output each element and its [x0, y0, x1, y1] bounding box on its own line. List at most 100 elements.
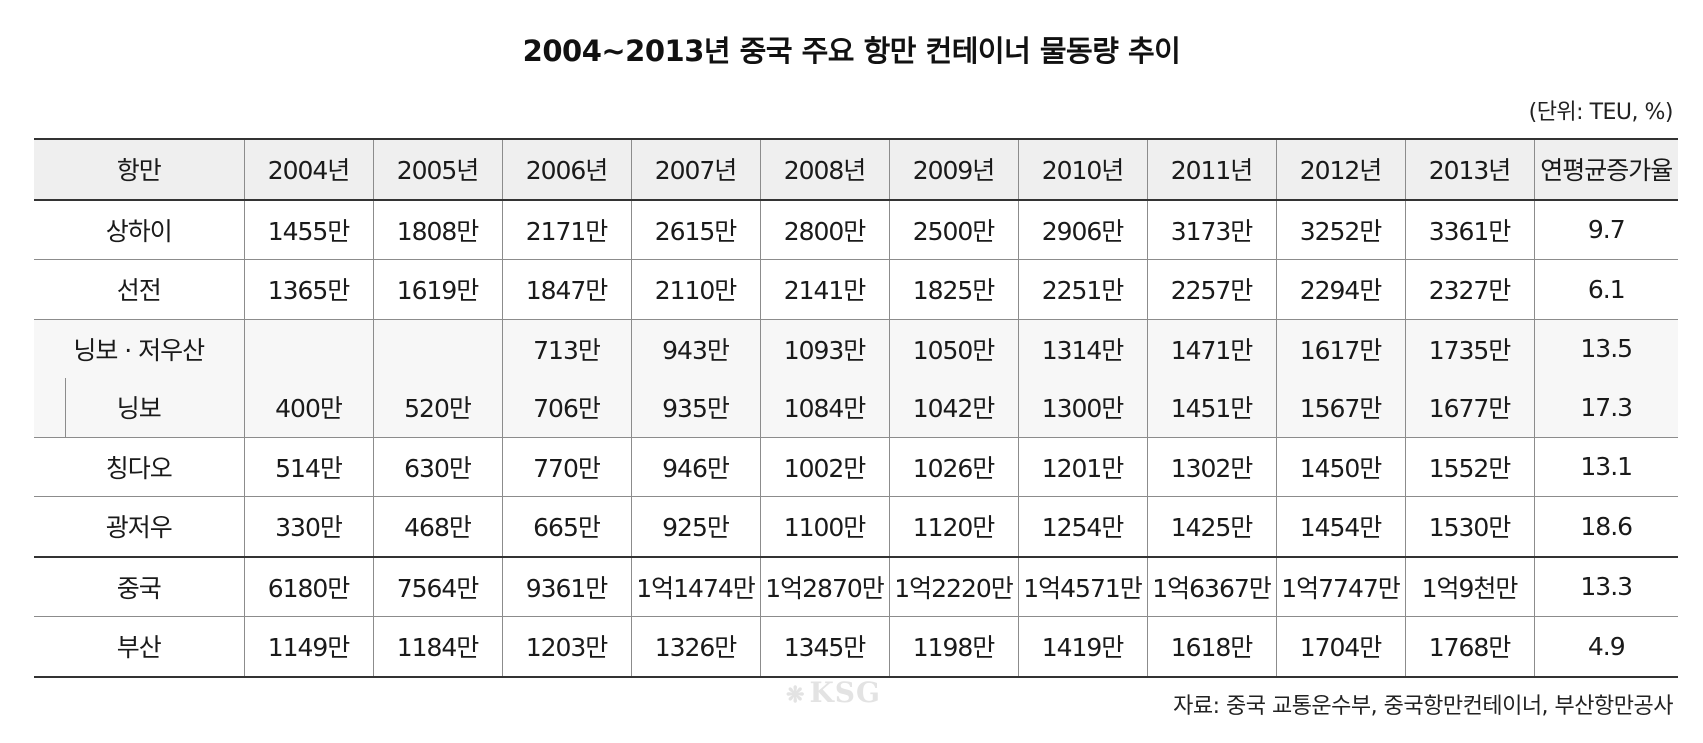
- volume-cell: 713만: [501, 319, 631, 378]
- volume-cell: 1억7747만: [1275, 555, 1405, 617]
- header-growth-rate: 연평균증가율: [1533, 138, 1678, 201]
- volume-cell: 1847만: [501, 259, 631, 320]
- volume-cell: 1619만: [372, 259, 502, 320]
- port-name-cell: 닝보 · 저우산: [34, 319, 244, 378]
- volume-cell: 520만: [372, 378, 502, 438]
- volume-cell: 2257만: [1146, 259, 1276, 320]
- volume-cell: 3361만: [1404, 199, 1534, 260]
- table-row: 부산 1149만 1184만 1203만 1326만 1345만 1198만 1419만 161…: [34, 616, 1678, 678]
- header-2013: 2013년: [1404, 138, 1534, 201]
- table-row: 상하이 1455만 1808만 2171만 2615만 2800만 2500만 2906만 31…: [34, 199, 1678, 260]
- header-2010: 2010년: [1017, 138, 1147, 201]
- volume-cell: 2615만: [630, 199, 760, 260]
- watermark-text: KSG: [809, 676, 881, 709]
- volume-cell: 514만: [243, 437, 373, 497]
- volume-cell: 2327만: [1404, 259, 1534, 320]
- volume-cell: 1314만: [1017, 319, 1147, 378]
- table-row: 선전 1365만 1619만 1847만 2110만 2141만 1825만 2251만 225…: [34, 259, 1678, 320]
- volume-cell: 330만: [243, 496, 373, 557]
- port-throughput-table: 항만 2004년 2005년 2006년 2007년 2008년 2009년 2…: [34, 138, 1678, 678]
- growth-rate-cell: 13.1: [1533, 437, 1678, 497]
- header-2008: 2008년: [759, 138, 889, 201]
- volume-cell: 1704만: [1275, 616, 1405, 678]
- volume-cell: 1억1474만: [630, 555, 760, 617]
- volume-cell: 1149만: [243, 616, 373, 678]
- volume-cell: 1567만: [1275, 378, 1405, 438]
- header-2009: 2009년: [888, 138, 1018, 201]
- source-note: 자료: 중국 교통운수부, 중국항만컨테이너, 부산항만공사: [1173, 694, 1673, 719]
- volume-cell: [243, 319, 373, 378]
- volume-cell: 1302만: [1146, 437, 1276, 497]
- volume-cell: 1203만: [501, 616, 631, 678]
- volume-cell: 1345만: [759, 616, 889, 678]
- volume-cell: 946만: [630, 437, 760, 497]
- volume-cell: 1618만: [1146, 616, 1276, 678]
- port-name-cell: 부산: [34, 616, 244, 678]
- volume-cell: 1억2220만: [888, 555, 1018, 617]
- volume-cell: 7564만: [372, 555, 502, 617]
- volume-cell: 925만: [630, 496, 760, 557]
- volume-cell: 400만: [243, 378, 373, 438]
- volume-cell: 2141만: [759, 259, 889, 320]
- volume-cell: 2906만: [1017, 199, 1147, 260]
- gear-logo-icon: ❋: [786, 682, 806, 708]
- growth-rate-cell: 13.3: [1533, 555, 1678, 617]
- header-2012: 2012년: [1275, 138, 1405, 201]
- header-port: 항만: [34, 138, 244, 201]
- volume-cell: 1530만: [1404, 496, 1534, 557]
- volume-cell: [372, 319, 502, 378]
- volume-cell: 9361만: [501, 555, 631, 617]
- header-2005: 2005년: [372, 138, 502, 201]
- volume-cell: 3252만: [1275, 199, 1405, 260]
- volume-cell: 1808만: [372, 199, 502, 260]
- unit-note: (단위: TEU, %): [1528, 100, 1674, 125]
- table-row: 광저우 330만 468만 665만 925만 1100만 1120만 1254만 1425만 1…: [34, 496, 1678, 557]
- volume-cell: 943만: [630, 319, 760, 378]
- volume-cell: 1455만: [243, 199, 373, 260]
- volume-cell: 1억6367만: [1146, 555, 1276, 617]
- volume-cell: 1677만: [1404, 378, 1534, 438]
- volume-cell: 1552만: [1404, 437, 1534, 497]
- volume-cell: 1617만: [1275, 319, 1405, 378]
- volume-cell: 665만: [501, 496, 631, 557]
- volume-cell: 1419만: [1017, 616, 1147, 678]
- volume-cell: 1254만: [1017, 496, 1147, 557]
- volume-cell: 1억9천만: [1404, 555, 1534, 617]
- volume-cell: 1억2870만: [759, 555, 889, 617]
- table-title: 2004~2013년 중국 주요 항만 컨테이너 물동량 추이: [522, 34, 1181, 68]
- volume-cell: 1093만: [759, 319, 889, 378]
- growth-rate-cell: 13.5: [1533, 319, 1678, 378]
- growth-rate-cell: 6.1: [1533, 259, 1678, 320]
- volume-cell: 1002만: [759, 437, 889, 497]
- volume-cell: 1042만: [888, 378, 1018, 438]
- table-row: 중국 6180만 7564만 9361만 1억1474만 1억2870만 1억2220만 1억…: [34, 555, 1678, 617]
- header-2007: 2007년: [630, 138, 760, 201]
- volume-cell: 3173만: [1146, 199, 1276, 260]
- volume-cell: 2500만: [888, 199, 1018, 260]
- port-name-cell: 칭다오: [34, 437, 244, 497]
- growth-rate-cell: 17.3: [1533, 378, 1678, 438]
- volume-cell: 1201만: [1017, 437, 1147, 497]
- volume-cell: 1825만: [888, 259, 1018, 320]
- table-row: 칭다오 514만 630만 770만 946만 1002만 1026만 1201만 1302만 1…: [34, 437, 1678, 497]
- volume-cell: 706만: [501, 378, 631, 438]
- table-row: 닝보 · 저우산 713만 943만 1093만 1050만 1314만 1471만 1617…: [34, 319, 1678, 378]
- header-2004: 2004년: [243, 138, 373, 201]
- volume-cell: 1326만: [630, 616, 760, 678]
- volume-cell: 1735만: [1404, 319, 1534, 378]
- volume-cell: 6180만: [243, 555, 373, 617]
- volume-cell: 468만: [372, 496, 502, 557]
- volume-cell: 2294만: [1275, 259, 1405, 320]
- volume-cell: 1050만: [888, 319, 1018, 378]
- volume-cell: 1026만: [888, 437, 1018, 497]
- volume-cell: 1451만: [1146, 378, 1276, 438]
- growth-rate-cell: 4.9: [1533, 616, 1678, 678]
- header-row: 항만 2004년 2005년 2006년 2007년 2008년 2009년 2…: [34, 138, 1678, 201]
- volume-cell: 1454만: [1275, 496, 1405, 557]
- volume-cell: 1768만: [1404, 616, 1534, 678]
- growth-rate-cell: 9.7: [1533, 199, 1678, 260]
- ksg-watermark: ❋ KSG: [786, 676, 881, 709]
- port-name-cell: 닝보: [34, 378, 244, 438]
- volume-cell: 1184만: [372, 616, 502, 678]
- volume-cell: 1425만: [1146, 496, 1276, 557]
